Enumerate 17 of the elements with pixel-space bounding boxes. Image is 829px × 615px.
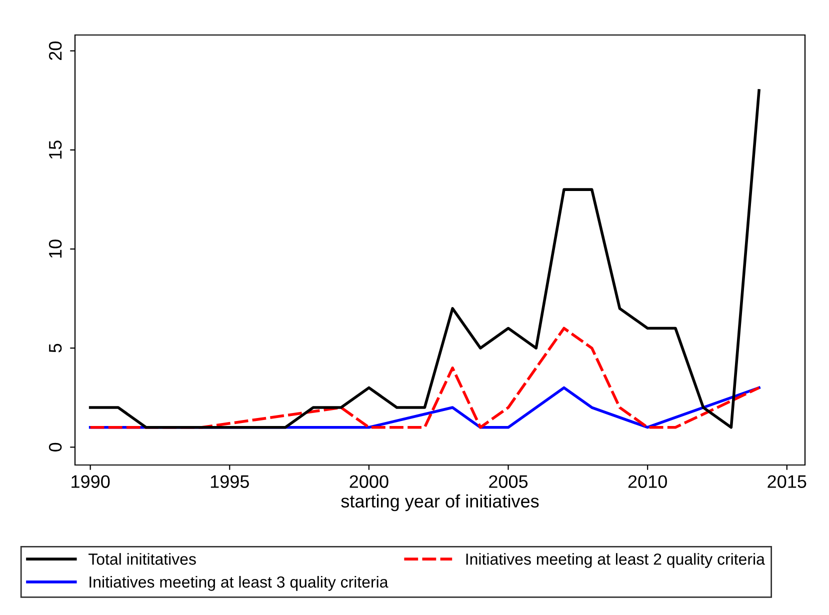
legend-label: Initiatives meeting at least 2 quality criteria <box>466 553 765 568</box>
y-tick-label: 5 <box>49 344 62 352</box>
legend-label: Initiatives meeting at least 3 quality criteria <box>90 576 388 591</box>
y-tick-label: 0 <box>48 442 62 452</box>
line-series <box>88 89 760 429</box>
line-series <box>88 326 760 429</box>
x-tick-label: 2005 <box>489 475 528 488</box>
x-tick-label: 1990 <box>72 475 110 488</box>
legend-label: Total inititatives <box>88 553 196 565</box>
y-tick-label: 10 <box>48 240 62 258</box>
x-tick-label: 2015 <box>768 475 806 488</box>
x-tick-label: 2010 <box>628 475 667 488</box>
y-tick-label: 15 <box>49 140 62 159</box>
y-tick-label: 20 <box>48 42 62 60</box>
x-tick-label: 2000 <box>350 475 388 488</box>
x-tick-label: 1995 <box>210 475 249 488</box>
x-axis-title: starting year of initiatives <box>341 494 539 512</box>
